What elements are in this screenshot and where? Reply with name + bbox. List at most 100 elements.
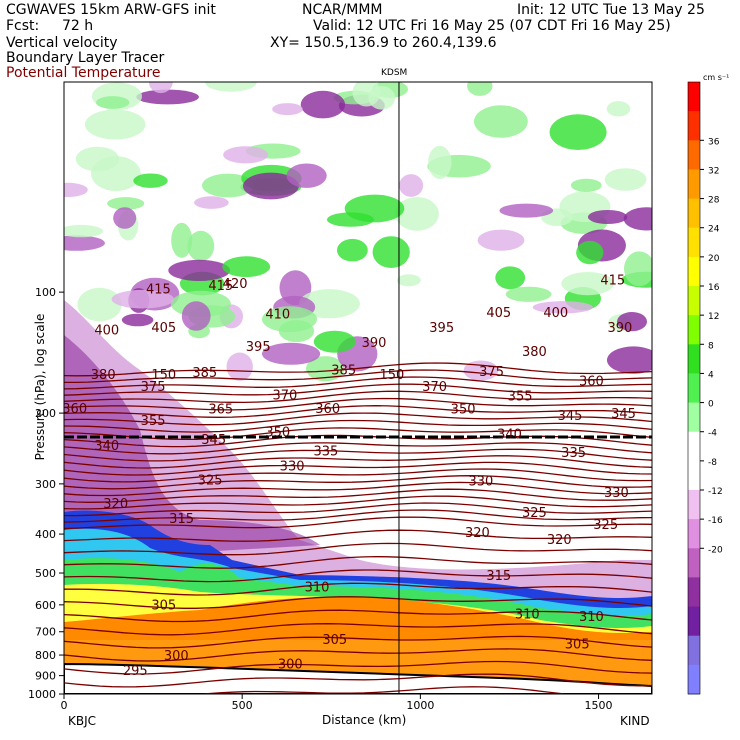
- velocity-blob: [286, 163, 327, 188]
- theta-contour-line: [64, 700, 652, 713]
- theta-label: 320: [547, 533, 572, 548]
- theta-label: 390: [607, 321, 632, 336]
- velocity-blob: [549, 114, 607, 150]
- velocity-blob: [113, 207, 137, 229]
- colorbar-tick-label: 12: [708, 312, 719, 322]
- theta-label: 305: [322, 633, 347, 648]
- colorbar-swatch: [688, 256, 700, 287]
- theta-contour-line: [64, 369, 652, 384]
- velocity-blob: [477, 229, 525, 251]
- theta-contour-line: [64, 376, 652, 390]
- theta-contour-line: [64, 405, 652, 418]
- theta-label: 315: [486, 569, 511, 584]
- colorbar-swatch: [688, 286, 700, 316]
- theta-label: 355: [141, 414, 166, 429]
- colorbar-tick-label: 32: [708, 166, 719, 176]
- theta-label: 320: [103, 497, 128, 512]
- theta-contour-line: [64, 725, 652, 738]
- theta-label: 375: [479, 365, 504, 380]
- theta-label: 325: [522, 506, 547, 521]
- theta-label: 305: [151, 598, 176, 613]
- center-title: NCAR/MMM: [302, 2, 383, 18]
- theta-label: 300: [278, 658, 303, 673]
- theta-contour-line: [64, 542, 652, 556]
- colorbar-tick-label: -20: [708, 545, 723, 555]
- velocity-blob: [64, 235, 105, 251]
- theta-label: 405: [151, 321, 176, 336]
- theta-contour-line: [64, 495, 652, 510]
- y-tick-label: 400: [35, 528, 56, 541]
- init-time: Init: 12 UTC Tue 13 May 25: [517, 2, 705, 18]
- shaded-fields: [64, 82, 652, 694]
- velocity-blob: [64, 182, 88, 197]
- theta-label: 410: [265, 308, 290, 323]
- velocity-blob: [111, 289, 174, 309]
- velocity-blob: [313, 330, 356, 353]
- velocity-blob: [570, 178, 602, 192]
- theta-label: 325: [198, 474, 223, 489]
- colorbar-swatch: [688, 82, 700, 112]
- theta-contour-line: [64, 623, 652, 636]
- x-tick-label: 1500: [585, 699, 613, 712]
- valid-time: Valid: 12 UTC Fri 16 May 25 (07 CDT Fri …: [313, 18, 671, 34]
- velocity-blob: [532, 301, 593, 314]
- velocity-blob: [607, 346, 652, 374]
- velocity-blob: [587, 210, 628, 224]
- station-right-label: KIND: [620, 714, 650, 728]
- theta-label: 420: [223, 277, 248, 292]
- colorbar-tick-label: -4: [708, 429, 717, 439]
- colorbar-swatch: [688, 606, 700, 637]
- theta-label: 400: [543, 306, 568, 321]
- theta-label: 370: [272, 389, 297, 404]
- colorbar-swatch: [688, 140, 700, 170]
- colorbar-frame: [687, 81, 701, 695]
- model-title: CGWAVES 15km ARW-GFS init: [6, 2, 216, 18]
- velocity-blob: [136, 89, 199, 105]
- theta-label: 415: [208, 279, 233, 294]
- theta-contour-line: [64, 427, 652, 441]
- theta-label: 360: [579, 375, 604, 390]
- theta-contour-line: [64, 635, 652, 649]
- colorbar-swatch: [688, 111, 700, 141]
- velocity-blob: [64, 224, 104, 238]
- velocity-blob: [368, 86, 396, 110]
- theta-contour-line: [64, 481, 652, 497]
- theta-label: 415: [600, 274, 625, 289]
- velocity-blob: [624, 251, 652, 287]
- velocity-blob: [606, 101, 631, 117]
- velocity-blob: [262, 342, 321, 365]
- theta-label: 380: [91, 368, 116, 383]
- theta-label: 415: [146, 283, 171, 298]
- theta-contour-line: [64, 516, 652, 530]
- velocity-blob: [396, 274, 421, 287]
- theta-label: 335: [561, 446, 586, 461]
- velocity-blob: [96, 96, 130, 109]
- velocity-blob: [623, 207, 652, 231]
- velocity-blob: [121, 313, 154, 327]
- theta-contour-line: [64, 397, 652, 411]
- theta-label: 325: [593, 518, 618, 533]
- velocity-blob: [168, 259, 231, 281]
- x-tick-label: 500: [232, 699, 253, 712]
- theta-label: 310: [305, 581, 330, 596]
- velocity-blob: [223, 146, 269, 164]
- colorbar: 36 32 28 24 20 16 12 8 4 0 -4 -8 -12 -16 -20: [687, 81, 723, 695]
- colorbar-tick-label: 16: [708, 283, 720, 293]
- colorbar-tick-label: -16: [708, 516, 723, 526]
- y-tick-label: 200: [35, 407, 56, 420]
- theta-contour-line: [64, 442, 652, 455]
- y-tick-label: 500: [35, 567, 56, 580]
- colorbar-swatch: [688, 548, 700, 578]
- colorbar-swatch: [688, 227, 700, 258]
- velocity-blob: [187, 230, 215, 262]
- velocity-blob: [148, 82, 173, 94]
- x-tick-label: 0: [61, 699, 68, 712]
- velocity-blob: [243, 172, 299, 200]
- theta-contour-line: [64, 569, 652, 583]
- theta-label: 345: [611, 407, 636, 422]
- field-vertical-velocity: Vertical velocity: [6, 35, 118, 51]
- velocity-blob: [181, 301, 211, 331]
- field-potential-temperature: Potential Temperature: [6, 65, 161, 81]
